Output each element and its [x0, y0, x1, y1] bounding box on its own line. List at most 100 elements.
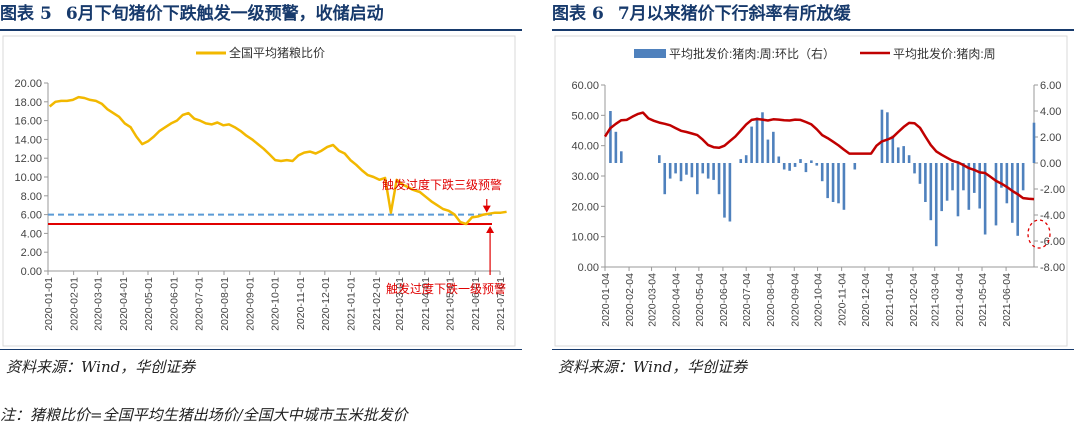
figure-6-bar [728, 163, 732, 222]
figure-6-x-tick-label: 2020-05-04 [694, 273, 706, 327]
figure-5-y-tick-label: 18.00 [14, 97, 42, 109]
figure-5-y-tick-label: 12.00 [14, 153, 42, 165]
figure-5-legend-label: 全国平均猪粮比价 [229, 45, 325, 60]
figure-5-x-tick-label: 2020-03-01 [93, 277, 105, 331]
figure-6-x-tick-label: 2021-06-04 [1001, 273, 1013, 327]
figure-5-x-tick-label: 2020-05-01 [143, 277, 155, 331]
figure-6-bar [739, 159, 743, 163]
figure-6-bar [924, 163, 927, 202]
figure-6-bar [1016, 163, 1020, 236]
figure-6-source: 资料来源：Wind，华创证券 [558, 358, 748, 376]
figure-6-bar [934, 163, 938, 247]
figure-6-right-tick-label: 6.00 [1040, 80, 1061, 92]
figure-5-x-tick-label: 2021-07-01 [495, 277, 507, 331]
figure-5-x-tick-label: 2020-02-01 [69, 277, 81, 331]
figure-6-bar [674, 163, 677, 174]
figure-6-bar [945, 163, 949, 201]
figure-5-plot: 0.00 2.00 4.00 6.00 8.00 10.00 12.00 14.00 16.00… [0, 31, 522, 349]
figure-6-bar [972, 163, 976, 193]
figure-6-bar [696, 163, 699, 195]
figure-6-bar [1005, 163, 1009, 204]
figure-6-bar [880, 109, 884, 163]
figure-6-title-rule [552, 29, 1074, 31]
figure-6-right-tick-label: 2.00 [1040, 132, 1061, 144]
figure-6-right-tick-label: 4.00 [1040, 106, 1061, 118]
figure-5-x-tick-label: 2021-01-01 [345, 277, 357, 331]
figure-5-y-tick-label: 16.00 [14, 116, 42, 128]
figure-6-bar [685, 163, 688, 175]
figure-6-title-text: 7月以来猪价下行斜率有所放缓 [617, 4, 851, 24]
figure-6-right-tick-label: -6.00 [1040, 236, 1065, 248]
figure-6-bar [962, 163, 965, 191]
figure-6-series-line [603, 111, 1035, 201]
figure-6-bar [842, 163, 846, 210]
figure-6-bar [668, 163, 672, 179]
figure-5-series-line [48, 95, 507, 226]
figure-6-bar [723, 163, 726, 218]
figure-6-bar [978, 163, 981, 209]
figure-5-x-tick-label: 2020-04-01 [118, 277, 130, 331]
figure-6-bar [772, 131, 775, 163]
figure-6-bar [820, 163, 824, 182]
figure-6-left-tick-label: 40.00 [571, 141, 599, 153]
figure-6-bar [1032, 122, 1036, 163]
figure-6-title-number: 6 [592, 4, 604, 24]
figure-6-bar [994, 163, 998, 226]
figure-6-bar [951, 163, 954, 191]
figure-6-left-tick-label: 30.00 [571, 171, 599, 183]
figure-5-annotation-arrowhead-level3 [482, 205, 491, 213]
figure-6-x-tick-label: 2020-12-04 [860, 273, 872, 327]
figure-6-bar [810, 160, 813, 163]
figure-6-bar [913, 163, 916, 174]
figure-5-x-tick-label: 2020-10-01 [269, 277, 281, 331]
figure-5-y-tick-label: 14.00 [14, 134, 42, 146]
figure-5-title-rule [0, 29, 522, 31]
figure-6-legend-bar-label: 平均批发价:猪肉:周:环比（右） [669, 46, 835, 61]
figure-6-legend-line-label: 平均批发价:猪肉:周 [893, 46, 996, 61]
figure-6-x-tick-label: 2021-02-04 [908, 273, 920, 327]
figure-6-bar [902, 146, 905, 163]
figure-6-bar [956, 163, 960, 217]
figure-5-y-tick-label: 20.00 [14, 78, 42, 90]
figure-6-left-tick-label: 60.00 [571, 80, 599, 92]
figure-6-bar [1010, 163, 1014, 223]
figure-6-x-tick-label: 2021-03-04 [930, 273, 942, 327]
figure-5-x-tick-label: 2020-09-01 [245, 277, 257, 331]
figure-6-bar [658, 155, 661, 163]
figure-5-title: 图表 5 6月下旬猪价下跌触发一级预警，收储启动 [0, 0, 522, 29]
figure-6-bar [853, 163, 857, 170]
figure-6-x-tick-label: 2020-08-04 [765, 273, 777, 327]
figure-6-bar [619, 151, 623, 163]
figure-6-chart-svg: 0.00 10.00 20.00 30.00 40.00 50.00 60.00 -8.00 -… [554, 35, 1068, 347]
figure-6-bar [614, 131, 618, 163]
figure-5-x-tick-label: 2020-07-01 [193, 277, 205, 331]
figure-6-x-tick-label: 2021-04-04 [954, 273, 966, 327]
figure-6-bar [826, 163, 829, 199]
figure-6-bottom-rule [552, 349, 1074, 350]
figure-6-bar [1021, 163, 1025, 191]
figure-5-title-label: 图表 [0, 4, 34, 24]
figure-6-x-tick-label: 2020-01-04 [600, 273, 612, 327]
figure-6-bar [967, 163, 971, 210]
figure-6-bar [815, 163, 819, 166]
figure-5-title-text: 6月下旬猪价下跌触发一级预警，收储启动 [65, 4, 384, 24]
figure-6-bar [929, 163, 933, 221]
figure-6-bar [706, 163, 710, 179]
figure-5-x-tick-label: 2020-01-01 [43, 277, 55, 331]
figure-6-right-tick-label: -2.00 [1040, 184, 1065, 196]
figure-5-title-number: 5 [40, 4, 52, 24]
figure-6-bar [886, 112, 889, 163]
figure-6-x-tick-label: 2020-07-04 [741, 273, 753, 327]
figure-5-x-tick-label: 2021-03-01 [394, 277, 406, 331]
figure-5-panel: 图表 5 6月下旬猪价下跌触发一级预警，收储启动 0.00 2.00 4.00 6.00 8… [0, 0, 522, 350]
figure-6-bar [717, 163, 721, 195]
figure-5-x-tick-label: 2020-06-01 [169, 277, 181, 331]
figure-5-annotation-arrowhead-level1 [486, 226, 495, 233]
figure-6-x-tick-label: 2020-04-04 [671, 273, 683, 327]
figure-6-bar [793, 163, 797, 167]
figure-6-bar [690, 163, 694, 178]
figure-6-bar [1000, 163, 1003, 188]
figure-6-bar [891, 135, 895, 163]
figure-6-bar [940, 163, 943, 212]
figure-6-bar [788, 163, 791, 171]
